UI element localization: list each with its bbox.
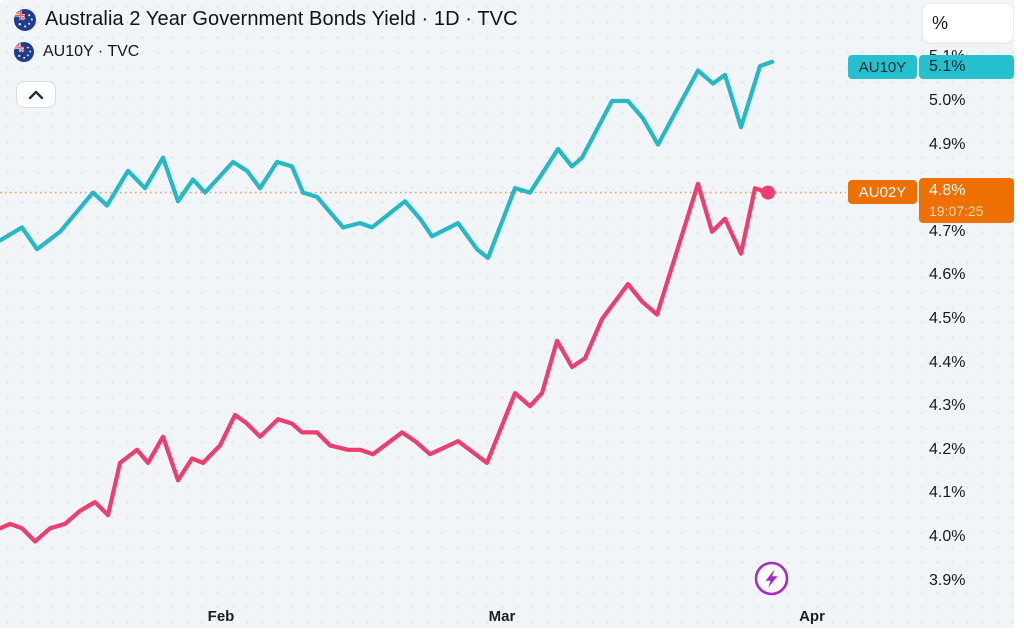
chart-title: Australia 2 Year Government Bonds Yield … xyxy=(45,8,518,30)
lightning-icon[interactable] xyxy=(753,560,790,597)
frame-edge xyxy=(0,628,1024,635)
au02y-symbol-badge: AU02Y xyxy=(848,180,917,204)
y-axis-label: 4.6% xyxy=(929,266,966,284)
y-axis-label: 4.5% xyxy=(929,310,966,327)
chart-subtitle: AU10Y · TVC xyxy=(43,43,140,60)
frame-edge xyxy=(1014,0,1024,635)
au02y-symbol-label: AU02Y xyxy=(858,183,907,201)
y-axis-label: 4.1% xyxy=(929,484,966,502)
last-price-dot xyxy=(761,185,775,200)
au02y-countdown: 19:07:25 xyxy=(929,202,984,219)
x-axis-label: Apr xyxy=(799,608,825,625)
y-axis-label: 4.3% xyxy=(929,397,966,415)
y-axis-label: 4.0% xyxy=(929,528,966,545)
y-axis-label: 4.2% xyxy=(929,440,966,458)
australia-flag-icon xyxy=(14,8,36,31)
y-axis-label: 5.0% xyxy=(929,92,966,109)
percent-scale-label: % xyxy=(932,12,949,33)
au10y-symbol-label: AU10Y xyxy=(858,58,907,76)
percent-scale-button[interactable]: % xyxy=(922,3,1014,43)
y-axis-label: 4.9% xyxy=(929,135,966,153)
y-axis-label: 3.9% xyxy=(929,571,966,589)
australia-flag-icon xyxy=(14,42,34,62)
collapse-legend-button[interactable] xyxy=(16,81,56,108)
y-axis-label: 4.4% xyxy=(929,353,966,371)
au02y-price-badge: 4.8% 19:07:25 xyxy=(919,178,1014,223)
au10y-price-badge: 5.1% xyxy=(919,55,1014,79)
au02y-line xyxy=(0,181,771,544)
au02y-price-label: 4.8% xyxy=(929,181,966,199)
x-axis-label: Feb xyxy=(207,608,235,625)
au10y-price-label: 5.1% xyxy=(929,58,966,75)
x-axis-label: Mar xyxy=(488,608,516,625)
chevron-up-icon xyxy=(28,90,44,99)
chart-header: Australia 2 Year Government Bonds Yield … xyxy=(14,8,518,62)
y-axis-label: 4.7% xyxy=(929,222,966,240)
au10y-line xyxy=(0,59,775,261)
au10y-symbol-badge: AU10Y xyxy=(848,55,917,79)
